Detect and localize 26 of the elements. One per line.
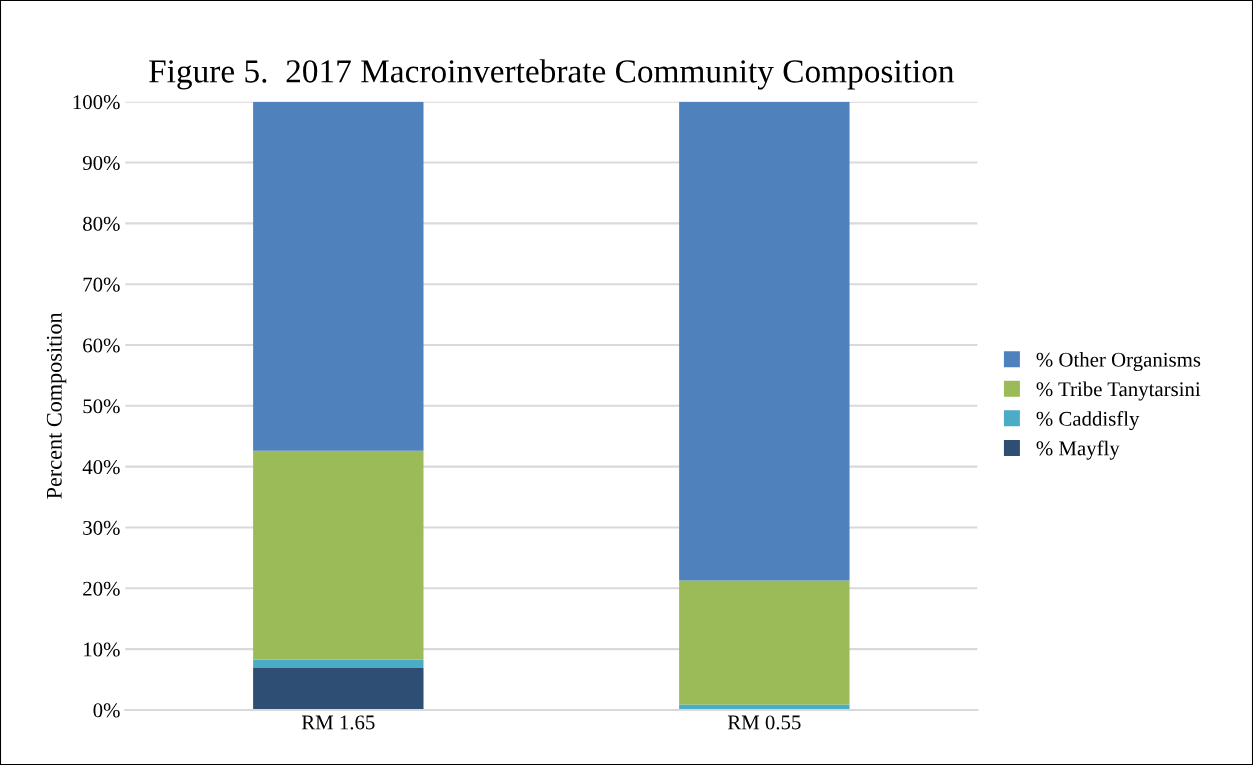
legend-label: % Other Organisms: [1036, 352, 1201, 372]
legend-label: % Tribe Tanytarsini: [1036, 381, 1201, 401]
y-tick-label: 0%: [93, 703, 120, 718]
y-tick-label: 50%: [83, 399, 120, 414]
y-tick-label: 80%: [83, 216, 120, 231]
y-tick-label: 10%: [84, 642, 120, 657]
x-tick-label: RM 1.65: [301, 715, 375, 730]
legend-label: % Mayfly: [1036, 440, 1120, 460]
y-tick-label: 90%: [82, 155, 120, 171]
y-axis-title: Percent Composition: [46, 312, 67, 499]
y-tick-label: 30%: [83, 520, 120, 535]
bar: [253, 659, 424, 668]
y-tick-label: 70%: [83, 277, 120, 292]
bar: [253, 101, 424, 451]
bar: [253, 450, 424, 660]
bar: [679, 580, 850, 705]
bar: [679, 101, 850, 581]
y-tick-label: 100%: [73, 95, 120, 110]
chart-title: Figure 5. 2017 Macroinvertebrate Community Composition: [149, 59, 954, 90]
bar: [679, 704, 850, 710]
y-tick-label: 40%: [82, 460, 120, 475]
x-tick-label: RM 0.55: [727, 715, 801, 730]
legend-label: % Caddisfly: [1036, 410, 1140, 431]
bar: [253, 667, 424, 710]
y-tick-label: 60%: [83, 338, 120, 353]
y-tick-label: 20%: [83, 581, 120, 596]
